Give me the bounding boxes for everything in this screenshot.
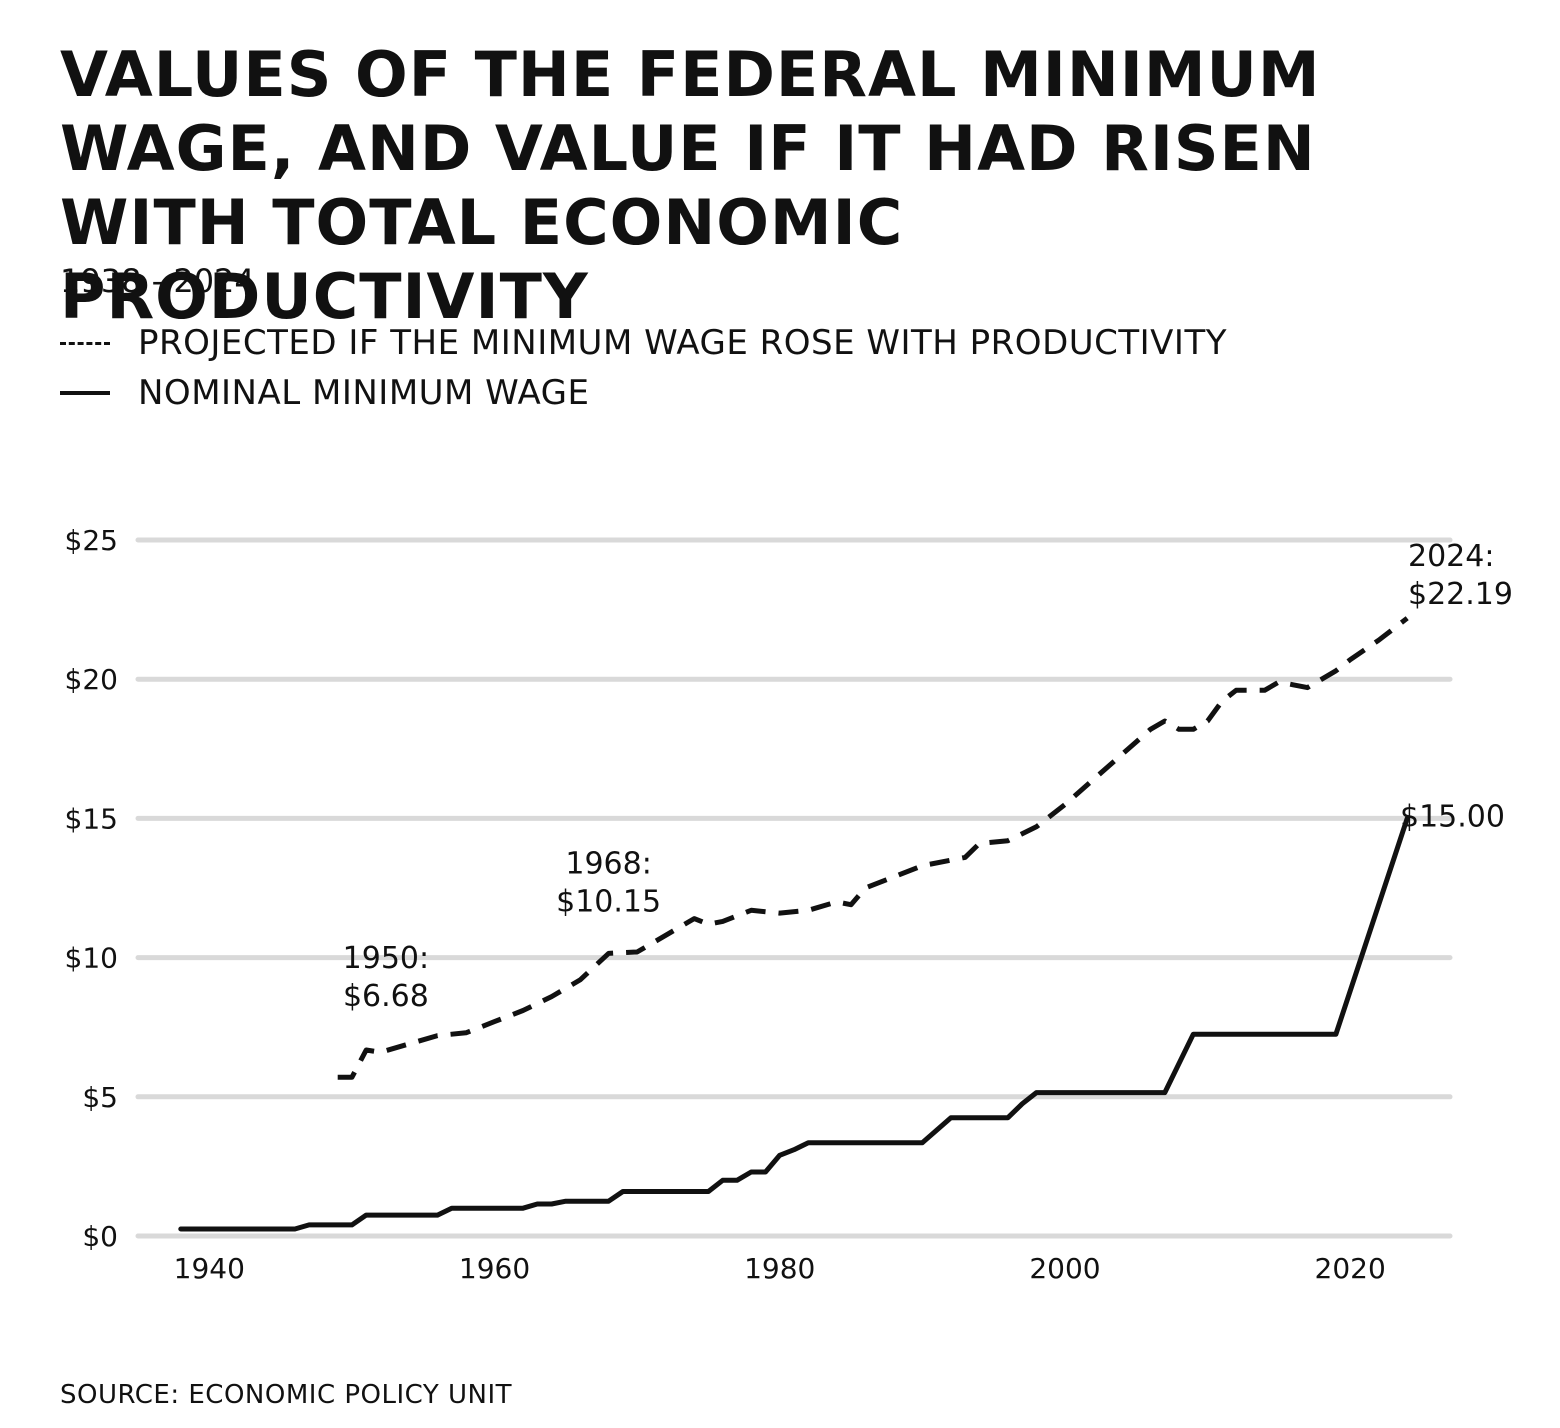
legend-label-projected: Projected if the minimum wage rose with … <box>138 323 1227 363</box>
annotations: 1950:$6.68 1968:$10.15 2024:$22.19 $15.00 <box>343 539 1513 1014</box>
source-note: Source: Economic Policy Unit <box>60 1380 513 1410</box>
chart-subtitle: 1938 - 2024 <box>60 262 255 300</box>
series-line-solid <box>178 815 1410 1232</box>
legend-label-nominal: Nominal minimum wage <box>138 373 590 413</box>
legend-item-nominal: Nominal minimum wage <box>60 368 1227 418</box>
x-tick-label: 1980 <box>744 1252 815 1285</box>
gridlines <box>135 537 1453 1239</box>
annotation-label: 2024: <box>1408 539 1494 574</box>
y-tick-label: $20 <box>65 663 118 696</box>
annotation-value: $10.15 <box>556 884 661 919</box>
y-tick-label: $5 <box>82 1081 118 1114</box>
annotation-label: 1968: <box>565 846 651 881</box>
legend-item-projected: Projected if the minimum wage rose with … <box>60 318 1227 368</box>
x-axis-ticks: 1940 1960 1980 2000 2020 <box>174 1252 1386 1285</box>
annotation-label: $15.00 <box>1400 799 1505 834</box>
legend-swatch-solid <box>60 391 110 395</box>
y-tick-label: $0 <box>82 1220 118 1253</box>
legend: Projected if the minimum wage rose with … <box>60 318 1227 418</box>
y-tick-label: $15 <box>65 802 118 835</box>
x-tick-label: 1960 <box>459 1252 530 1285</box>
series-lines <box>178 616 1410 1232</box>
legend-swatch-dashed <box>60 341 110 345</box>
y-tick-label: $25 <box>65 524 118 557</box>
y-axis-ticks: $0 $5 $10 $15 $20 $25 <box>65 524 118 1253</box>
y-tick-label: $10 <box>65 942 118 975</box>
x-tick-label: 2000 <box>1029 1252 1100 1285</box>
annotation-label: 1950: <box>343 941 429 976</box>
chart-title: Values of the federal minimum wage, and … <box>60 38 1321 333</box>
annotation-value: $22.19 <box>1408 577 1513 612</box>
series-line-dashed <box>337 616 1409 1080</box>
annotation-value: $6.68 <box>343 979 429 1014</box>
x-tick-label: 1940 <box>174 1252 245 1285</box>
x-tick-label: 2020 <box>1315 1252 1386 1285</box>
